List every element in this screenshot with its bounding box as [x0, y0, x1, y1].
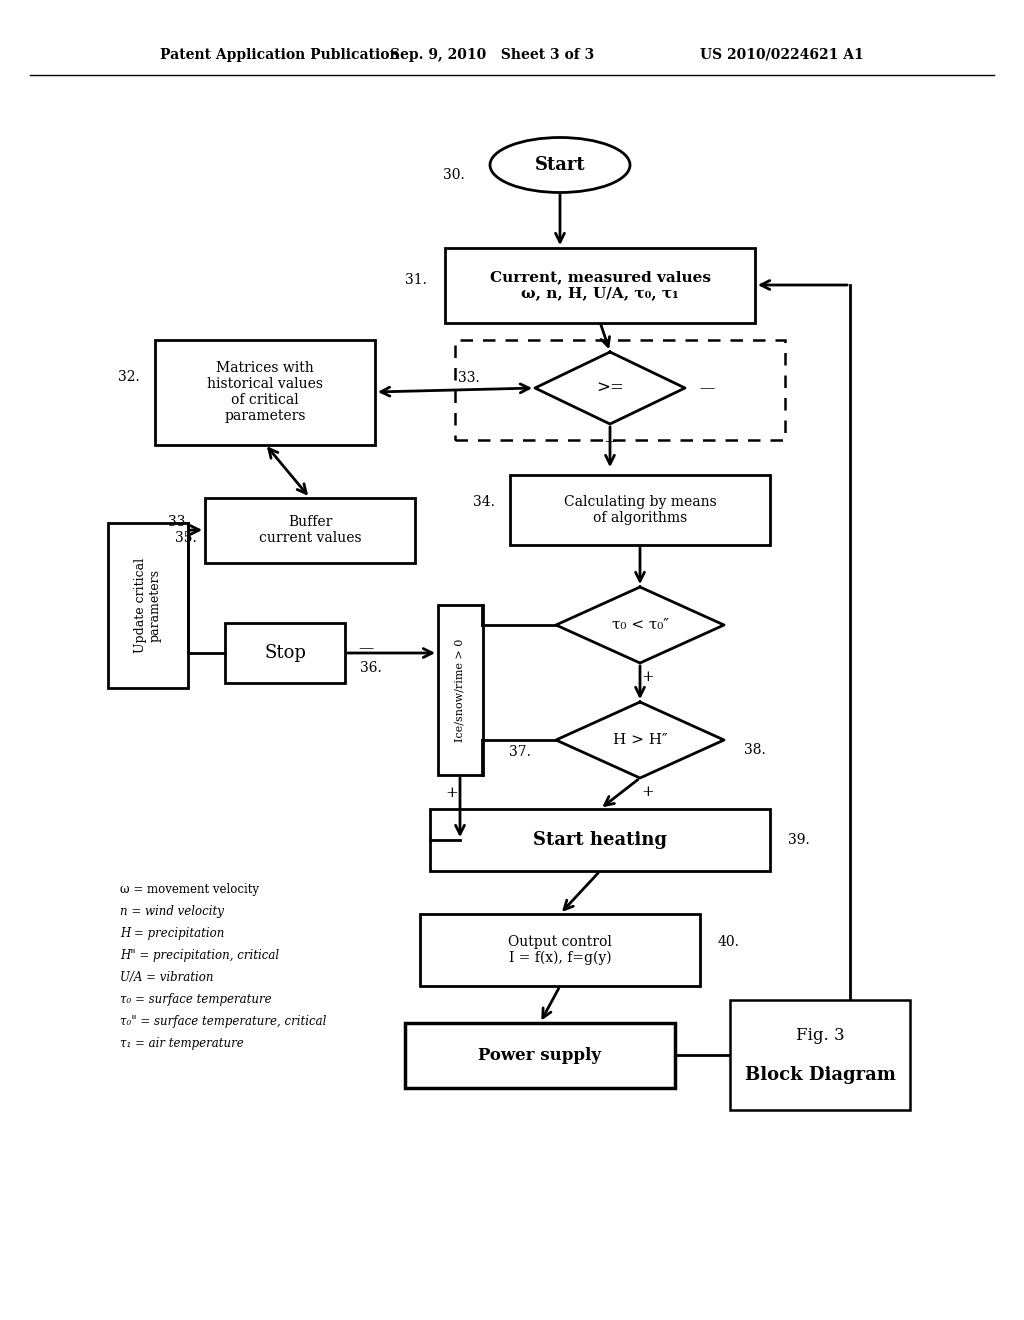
FancyBboxPatch shape [730, 1001, 910, 1110]
Text: 33.: 33. [168, 515, 190, 529]
Text: Buffer
current values: Buffer current values [259, 515, 361, 545]
FancyBboxPatch shape [108, 523, 188, 688]
Text: 30.: 30. [443, 168, 465, 182]
Text: +: + [445, 785, 459, 800]
Text: 36.: 36. [360, 661, 382, 675]
Text: Block Diagram: Block Diagram [744, 1067, 895, 1084]
Text: Matrices with
historical values
of critical
parameters: Matrices with historical values of criti… [207, 360, 323, 424]
FancyBboxPatch shape [155, 339, 375, 445]
Text: 35.: 35. [175, 531, 197, 545]
Text: n = wind velocity: n = wind velocity [120, 906, 224, 919]
FancyBboxPatch shape [205, 498, 415, 562]
FancyBboxPatch shape [420, 913, 700, 986]
Text: Start heating: Start heating [534, 832, 667, 849]
Text: 33.: 33. [459, 371, 480, 385]
Text: —: — [528, 733, 544, 747]
Text: Start: Start [535, 156, 586, 174]
Text: ω = movement velocity: ω = movement velocity [120, 883, 259, 896]
Text: Output control
I = f(x), f=g(y): Output control I = f(x), f=g(y) [508, 935, 612, 965]
Text: +: + [642, 785, 654, 799]
Text: τ₀ = surface temperature: τ₀ = surface temperature [120, 994, 271, 1006]
FancyBboxPatch shape [437, 605, 482, 775]
FancyBboxPatch shape [225, 623, 345, 682]
Text: Ice/snow/rime > 0: Ice/snow/rime > 0 [455, 639, 465, 742]
FancyBboxPatch shape [430, 809, 770, 871]
Text: H > H″: H > H″ [612, 733, 668, 747]
FancyBboxPatch shape [455, 341, 785, 440]
Text: H" = precipitation, critical: H" = precipitation, critical [120, 949, 280, 962]
Text: τ₀ < τ₀″: τ₀ < τ₀″ [611, 618, 669, 632]
Polygon shape [556, 702, 724, 777]
Text: 37.: 37. [509, 744, 531, 759]
Text: Patent Application Publication: Patent Application Publication [160, 48, 399, 62]
Text: —: — [358, 642, 374, 655]
Text: >=: >= [596, 380, 624, 396]
Text: Update critical
parameters: Update critical parameters [134, 557, 162, 652]
Text: τ₀" = surface temperature, critical: τ₀" = surface temperature, critical [120, 1015, 327, 1028]
Text: H = precipitation: H = precipitation [120, 928, 224, 940]
Text: 32.: 32. [118, 370, 140, 384]
Text: 40.: 40. [718, 935, 740, 949]
Text: Fig. 3: Fig. 3 [796, 1027, 845, 1044]
Text: Stop: Stop [264, 644, 306, 663]
Text: U/A = vibration: U/A = vibration [120, 972, 213, 985]
Text: 38.: 38. [744, 743, 766, 756]
Text: —: — [528, 618, 544, 632]
Polygon shape [535, 352, 685, 424]
Text: +: + [603, 436, 616, 449]
Text: +: + [642, 671, 654, 684]
Text: Current, measured values
ω, n, H, U/A, τ₀, τ₁: Current, measured values ω, n, H, U/A, τ… [489, 269, 711, 300]
Text: 31.: 31. [406, 273, 427, 286]
Text: 39.: 39. [788, 833, 810, 847]
Text: Sep. 9, 2010   Sheet 3 of 3: Sep. 9, 2010 Sheet 3 of 3 [390, 48, 594, 62]
Text: Power supply: Power supply [478, 1047, 601, 1064]
Text: τ₁ = air temperature: τ₁ = air temperature [120, 1038, 244, 1051]
Text: US 2010/0224621 A1: US 2010/0224621 A1 [700, 48, 864, 62]
FancyBboxPatch shape [406, 1023, 675, 1088]
FancyBboxPatch shape [445, 248, 755, 322]
Ellipse shape [490, 137, 630, 193]
Text: Calculating by means
of algorithms: Calculating by means of algorithms [563, 495, 717, 525]
FancyBboxPatch shape [510, 475, 770, 545]
Text: —: — [699, 381, 715, 395]
Text: 34.: 34. [473, 495, 495, 510]
Polygon shape [556, 587, 724, 663]
